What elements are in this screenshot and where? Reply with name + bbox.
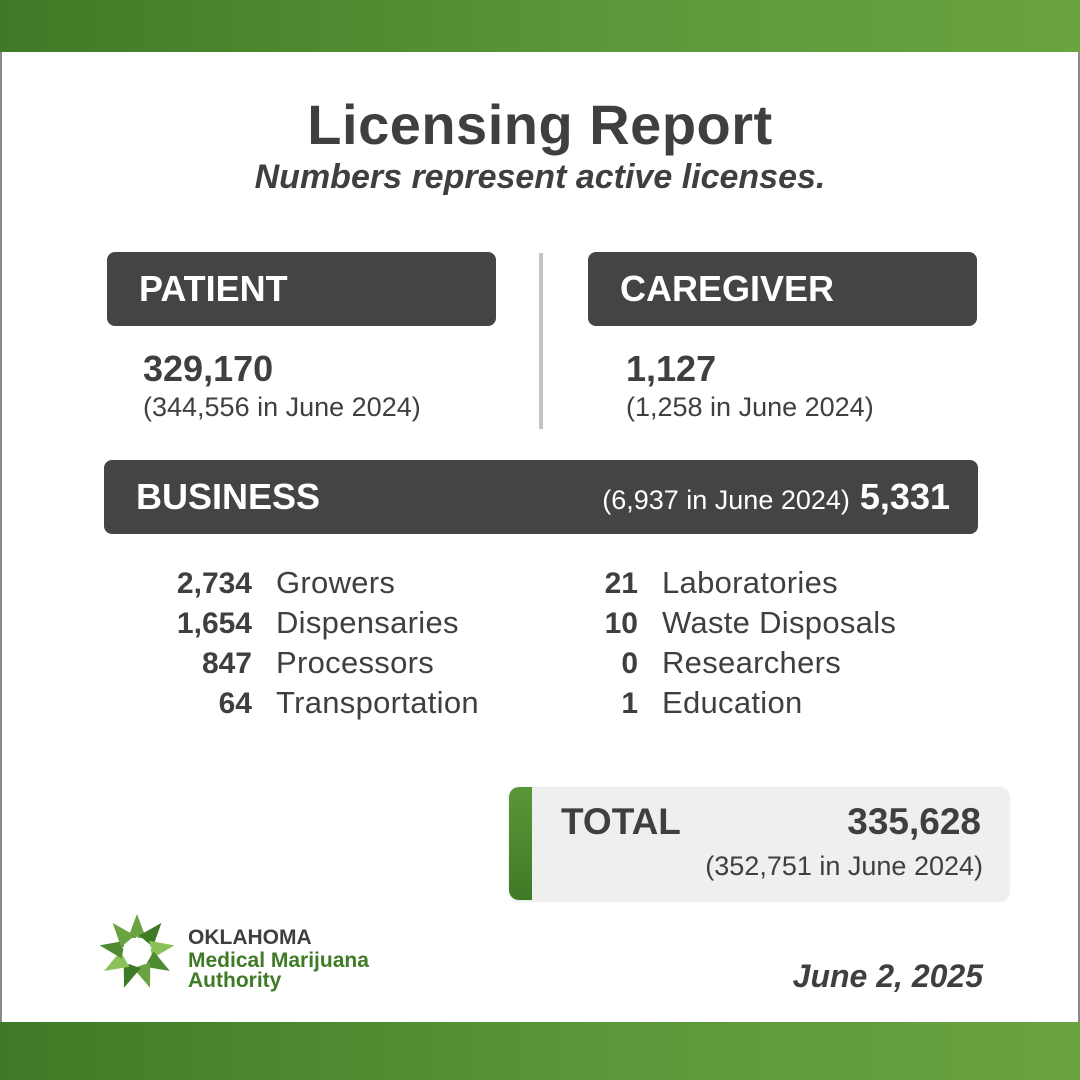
item-count: 1 xyxy=(621,687,638,720)
item-count: 10 xyxy=(604,607,638,640)
omma-star-logo-icon xyxy=(99,914,175,988)
patient-previous: (344,556 in June 2024) xyxy=(143,392,421,422)
item-count: 0 xyxy=(621,647,638,680)
caregiver-count: 1,127 xyxy=(626,348,717,389)
total-label: TOTAL xyxy=(561,801,681,842)
business-count: 5,331 xyxy=(859,476,950,517)
page-title: Licensing Report xyxy=(307,93,773,156)
total-card: TOTAL 335,628 (352,751 in June 2024) xyxy=(509,787,1009,900)
item-count: 847 xyxy=(201,647,252,680)
item-label: Education xyxy=(662,685,803,720)
business-header: BUSINESS (6,937 in June 2024) 5,331 xyxy=(104,460,978,534)
item-count: 64 xyxy=(218,687,252,720)
bottom-green-band xyxy=(0,1022,1080,1080)
item-count: 1,654 xyxy=(176,607,252,640)
report-date: June 2, 2025 xyxy=(792,958,983,994)
business-label: BUSINESS xyxy=(136,476,321,517)
item-label: Transportation xyxy=(276,685,479,720)
caregiver-label: CAREGIVER xyxy=(620,268,835,309)
total-count: 335,628 xyxy=(847,801,981,842)
item-label: Processors xyxy=(276,645,435,680)
list-item: 1 Education xyxy=(560,685,896,725)
logo-petal xyxy=(128,914,146,938)
top-green-band xyxy=(0,0,1080,52)
page-subtitle: Numbers represent active licenses. xyxy=(254,158,826,196)
list-item: 2,734 Growers xyxy=(130,565,479,605)
item-label: Laboratories xyxy=(662,565,838,600)
list-item: 21 Laboratories xyxy=(560,565,896,605)
caregiver-previous: (1,258 in June 2024) xyxy=(626,392,874,422)
list-item: 64 Transportation xyxy=(130,685,479,725)
item-label: Growers xyxy=(276,565,396,600)
org-name-line3: Authority xyxy=(188,969,282,992)
org-name-line1: OKLAHOMA xyxy=(188,926,312,949)
list-item: 1,654 Dispensaries xyxy=(130,605,479,645)
org-name-line2: Medical Marijuana xyxy=(188,949,369,972)
patient-label: PATIENT xyxy=(139,268,288,309)
patient-count: 329,170 xyxy=(143,348,274,389)
list-item: 10 Waste Disposals xyxy=(560,605,896,645)
item-count: 21 xyxy=(604,567,638,600)
caregiver-header: CAREGIVER xyxy=(588,252,977,326)
business-summary: (6,937 in June 2024) 5,331 xyxy=(602,476,950,518)
business-list-left: 2,734 Growers 1,654 Dispensaries 847 Pro… xyxy=(130,565,479,725)
list-item: 0 Researchers xyxy=(560,645,896,685)
total-accent-bar xyxy=(509,787,532,900)
item-label: Dispensaries xyxy=(276,605,459,640)
item-label: Waste Disposals xyxy=(662,605,897,640)
total-previous: (352,751 in June 2024) xyxy=(705,851,983,881)
item-label: Researchers xyxy=(662,645,842,680)
vertical-divider xyxy=(539,253,543,429)
business-list-right: 21 Laboratories 10 Waste Disposals 0 Res… xyxy=(560,565,896,725)
content-frame xyxy=(0,52,1080,1022)
list-item: 847 Processors xyxy=(130,645,479,685)
business-previous: (6,937 in June 2024) xyxy=(602,485,850,515)
patient-header: PATIENT xyxy=(107,252,496,326)
item-count: 2,734 xyxy=(176,567,252,600)
